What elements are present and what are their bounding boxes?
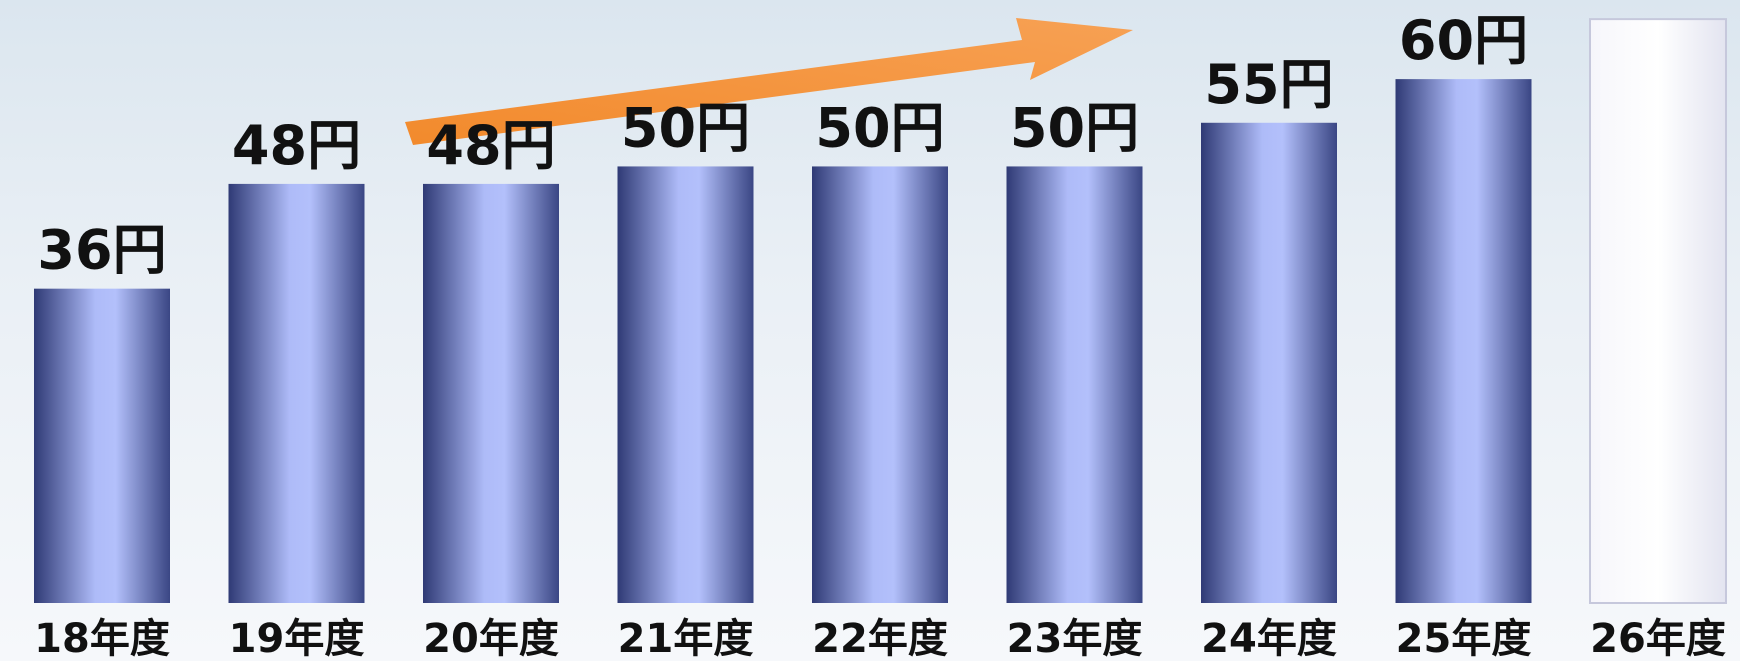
data-label: 50円 (621, 96, 750, 159)
data-label: 50円 (1010, 96, 1139, 159)
data-label: 55円 (1204, 53, 1333, 116)
x-tick-label: 25年度 (1396, 616, 1532, 661)
data-label: 60円 (1399, 9, 1528, 72)
data-label: 36円 (37, 219, 166, 282)
x-tick-label: 18年度 (34, 616, 170, 661)
placeholder-bar-26年度 (1589, 18, 1727, 605)
x-tick-label: 21年度 (618, 616, 754, 661)
bar-22年度 (812, 166, 948, 603)
x-tick-label: 19年度 (229, 616, 365, 661)
bar-18年度 (34, 288, 170, 603)
bar-21年度 (617, 166, 754, 603)
x-tick-label: 22年度 (812, 616, 948, 661)
x-tick-label: 20年度 (423, 616, 559, 661)
data-label: 50円 (815, 96, 944, 159)
bar-19年度 (228, 183, 365, 604)
bar-25年度 (1395, 79, 1532, 604)
trend-arrow-icon (405, 18, 1133, 145)
x-tick-label: 23年度 (1007, 616, 1143, 661)
data-label: 48円 (232, 114, 361, 177)
bar-23年度 (1006, 166, 1143, 603)
data-label: 48円 (426, 114, 555, 177)
x-tick-label: 26年度 (1590, 616, 1726, 661)
bar-20年度 (423, 183, 559, 604)
x-tick-label: 24年度 (1201, 616, 1337, 661)
bar-24年度 (1201, 122, 1337, 603)
